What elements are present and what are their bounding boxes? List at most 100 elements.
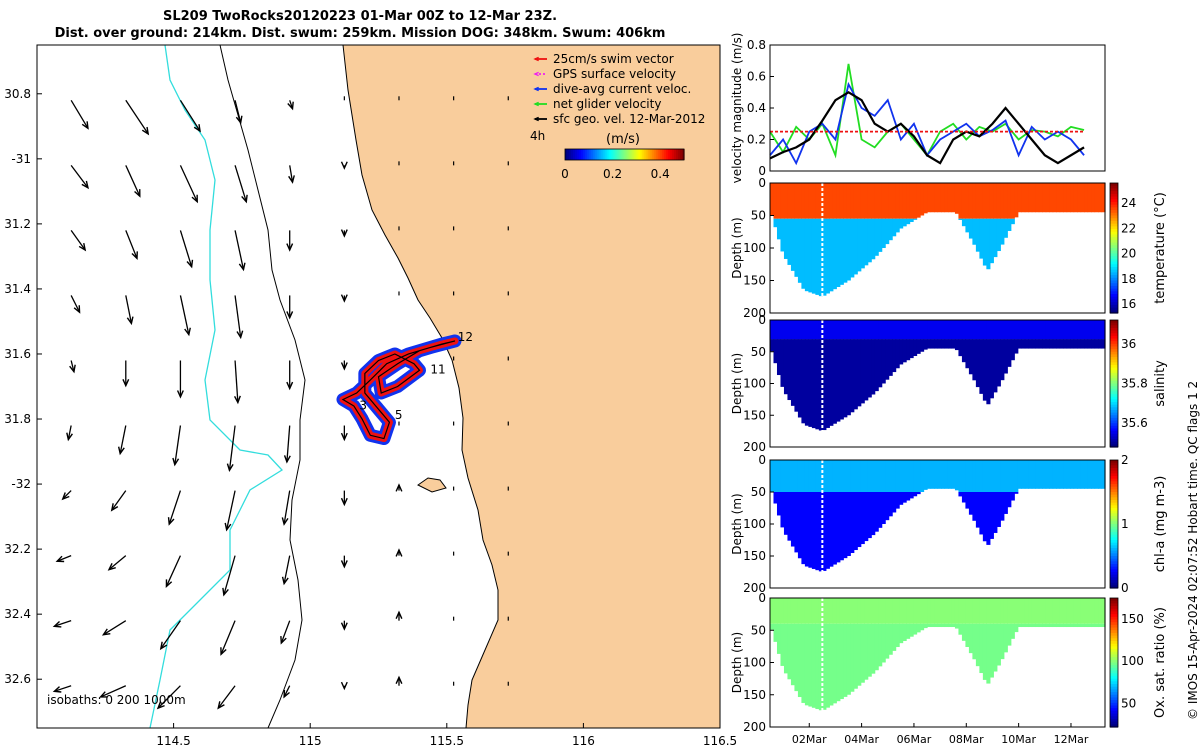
island-rottnest [417, 477, 447, 493]
section-xtick-label: 12Mar [1054, 733, 1089, 746]
section-cell [979, 218, 984, 259]
geo-velocity-arrow [286, 295, 294, 320]
section-colorbar-cell [1110, 616, 1118, 621]
section-cell [888, 492, 893, 517]
section-cell [913, 623, 918, 635]
section-cell [906, 320, 911, 340]
section-colorbar-cell [1110, 359, 1118, 363]
geo-velocity-shaft [54, 685, 72, 692]
section-cell [975, 598, 980, 624]
section-cell [1091, 598, 1096, 624]
colorbar-cell [658, 149, 661, 160]
section-cell [780, 339, 785, 387]
section-colorbar-tick-label: 22 [1121, 221, 1136, 235]
section-cell [878, 320, 883, 340]
section-cell [1066, 183, 1071, 213]
section-cell [1000, 623, 1005, 660]
section-colorbar-label: Ox. sat. ratio (%) [1153, 607, 1168, 718]
section-cell [867, 320, 872, 340]
section-cell [909, 492, 914, 499]
section-cell [860, 183, 865, 219]
section-colorbar-cell [1110, 294, 1118, 298]
section-cell [818, 492, 823, 572]
section-cell [902, 492, 907, 503]
section-cell [801, 460, 806, 492]
section-cell [972, 623, 977, 660]
section-cell [878, 183, 883, 219]
section-cell [843, 460, 848, 492]
section-cell [1010, 339, 1015, 361]
section-cell [993, 339, 998, 393]
section-colorbar-cell [1110, 444, 1118, 448]
map-ytick-label: 31.4 [4, 282, 31, 296]
section-colorbar-cell [1110, 207, 1118, 211]
section-cell [1014, 339, 1019, 354]
geo-velocity-arrow [107, 555, 127, 571]
section-cell [822, 598, 827, 624]
section-cell [1063, 320, 1068, 340]
geo-velocity-arrow [281, 490, 291, 526]
geo-velocity-shaft [179, 295, 190, 335]
section-cell [954, 339, 960, 351]
section-cell [1066, 598, 1071, 624]
section-cell [776, 623, 782, 654]
section-colorbar-cell [1110, 425, 1118, 430]
section-colorbar-cell [1110, 307, 1118, 311]
geo-velocity-shaft [234, 165, 247, 202]
section-cell [1028, 339, 1033, 349]
section-cell [993, 218, 998, 258]
section-cell [1038, 183, 1043, 213]
section-cell [1014, 183, 1019, 218]
section-colorbar-cell [1110, 288, 1118, 292]
section-cell [839, 492, 844, 561]
section-cell [839, 339, 844, 420]
geo-velocity-shaft [283, 490, 291, 525]
section-cell [853, 320, 858, 340]
section-cell [1080, 460, 1085, 489]
section-cell [832, 598, 837, 624]
section-cell [1003, 218, 1008, 238]
section-cell [878, 492, 883, 528]
colorbar-cell [670, 149, 673, 160]
section-cell [1049, 460, 1054, 489]
section-cell [881, 218, 886, 248]
section-cell [888, 598, 893, 624]
section-xtick-label: 02Mar [792, 733, 827, 746]
section-cell [1059, 598, 1064, 624]
section-cell [986, 598, 991, 624]
section-cell [811, 320, 816, 340]
section-cell [811, 460, 816, 492]
geo-velocity-head [141, 126, 150, 136]
velocity-ytick-label: 0.2 [747, 133, 766, 147]
section-cell [878, 460, 883, 492]
section-cell [1080, 320, 1085, 340]
geo-velocity-arrow [179, 99, 201, 133]
section-cell [1077, 460, 1082, 489]
section-ytick-label: 50 [751, 209, 766, 223]
section-cell [961, 492, 967, 503]
section-cell [850, 623, 855, 692]
section-colorbar-cell [1110, 684, 1118, 688]
section-colorbar-cell [1110, 404, 1118, 408]
geo-velocity-arrow [176, 360, 184, 399]
section-colorbar-tick-label: 18 [1121, 272, 1136, 286]
section-cell [864, 460, 869, 492]
geo-velocity-arrow [69, 360, 76, 374]
section-cell [1024, 339, 1029, 349]
section-cell [972, 460, 977, 492]
section-cell [822, 460, 827, 492]
section-cell [811, 339, 816, 429]
geo-velocity-arrow [156, 685, 181, 710]
colorbar-cell [608, 149, 612, 160]
section-cell [951, 183, 956, 213]
section-cell [822, 218, 827, 296]
section-colorbar-cell [1110, 665, 1118, 669]
section-cell [1003, 623, 1008, 653]
section-cell [836, 320, 841, 340]
map-xtick-label: 114.5 [156, 734, 190, 748]
section-cell [797, 339, 803, 418]
section-cell [947, 320, 953, 340]
section-colorbar-cell [1110, 399, 1118, 403]
section-cell [944, 320, 949, 340]
section-cell [986, 623, 991, 684]
